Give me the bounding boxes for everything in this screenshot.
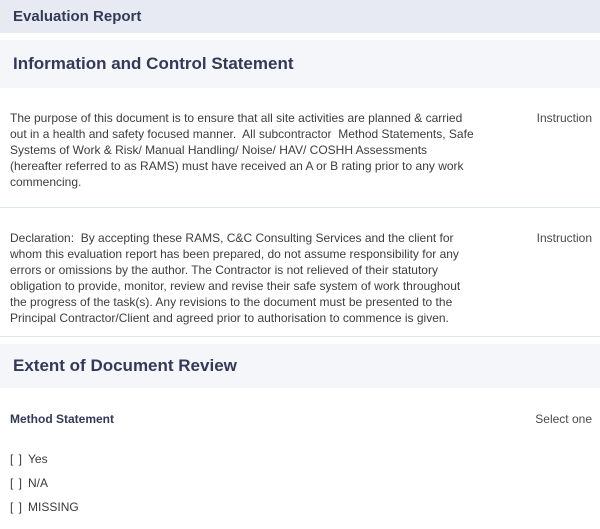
option-na[interactable]: [ ] N/A bbox=[0, 471, 600, 495]
divider bbox=[0, 336, 600, 337]
checkbox-brackets-icon: [ ] bbox=[10, 452, 24, 466]
option-missing[interactable]: [ ] MISSING bbox=[0, 495, 600, 519]
section-extent-of-document-review: Extent of Document Review Method Stateme… bbox=[0, 344, 600, 519]
section-information-and-control: Information and Control Statement The pu… bbox=[0, 40, 600, 337]
option-yes[interactable]: [ ] Yes bbox=[0, 447, 600, 471]
question-method-statement: Method Statement Select one bbox=[0, 411, 600, 427]
options-list: [ ] Yes [ ] N/A [ ] MISSING bbox=[0, 447, 600, 519]
divider bbox=[0, 207, 600, 208]
instruction-block-purpose: The purpose of this document is to ensur… bbox=[0, 110, 600, 190]
option-label: Yes bbox=[28, 452, 48, 466]
select-one-hint: Select one bbox=[535, 412, 592, 426]
checkbox-brackets-icon: [ ] bbox=[10, 476, 24, 490]
report-title: Evaluation Report bbox=[13, 8, 142, 25]
instruction-tag: Instruction bbox=[536, 231, 592, 245]
instruction-text-declaration: Declaration: By accepting these RAMS, C&… bbox=[10, 231, 464, 325]
checkbox-brackets-icon: [ ] bbox=[10, 500, 24, 514]
section-heading-band: Extent of Document Review bbox=[0, 344, 600, 388]
instruction-block-declaration: Declaration: By accepting these RAMS, C&… bbox=[0, 230, 600, 326]
option-label: N/A bbox=[28, 476, 49, 490]
section-heading-band: Information and Control Statement bbox=[0, 40, 600, 88]
report-title-band: Evaluation Report bbox=[0, 0, 600, 33]
instruction-tag: Instruction bbox=[536, 111, 592, 125]
question-label: Method Statement bbox=[10, 412, 115, 426]
section-heading-extent-review: Extent of Document Review bbox=[13, 356, 237, 375]
option-label: MISSING bbox=[28, 500, 79, 514]
instruction-text-purpose: The purpose of this document is to ensur… bbox=[10, 111, 477, 189]
section-heading-information-control: Information and Control Statement bbox=[13, 54, 294, 73]
